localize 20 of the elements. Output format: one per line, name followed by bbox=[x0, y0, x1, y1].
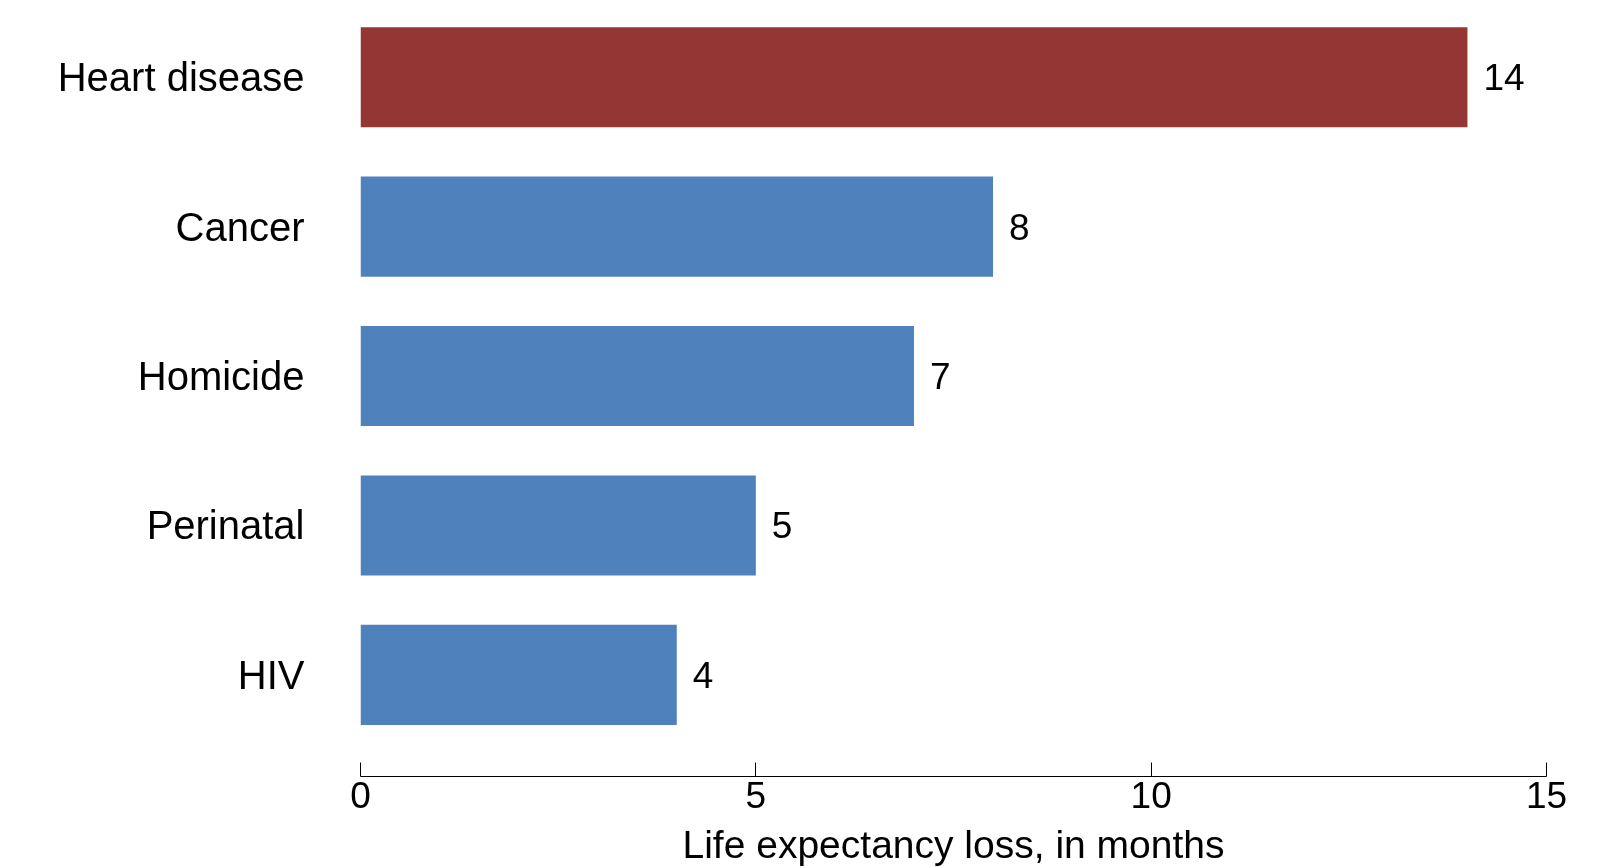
data-label: 4 bbox=[692, 654, 714, 696]
y-tick-label: Heart disease bbox=[57, 55, 305, 100]
bar bbox=[360, 27, 1468, 128]
y-tick-label: Cancer bbox=[175, 204, 305, 249]
x-axis-title: Life expectancy loss, in months bbox=[682, 822, 1225, 866]
bar bbox=[360, 475, 756, 576]
x-tick-label: 15 bbox=[1525, 774, 1568, 816]
y-tick-label: Perinatal bbox=[146, 503, 305, 548]
data-label: 8 bbox=[1009, 206, 1030, 248]
data-label: 14 bbox=[1483, 57, 1525, 99]
data-label: 7 bbox=[929, 356, 951, 398]
data-label: 5 bbox=[771, 505, 793, 547]
x-tick-label: 5 bbox=[745, 774, 767, 816]
x-tick-label: 0 bbox=[350, 774, 371, 816]
y-tick-label: Homicide bbox=[137, 354, 305, 399]
y-tick-label: HIV bbox=[237, 652, 305, 697]
bar bbox=[360, 326, 914, 427]
x-tick-label: 10 bbox=[1130, 774, 1172, 816]
bar bbox=[360, 624, 677, 725]
bar bbox=[360, 176, 994, 277]
